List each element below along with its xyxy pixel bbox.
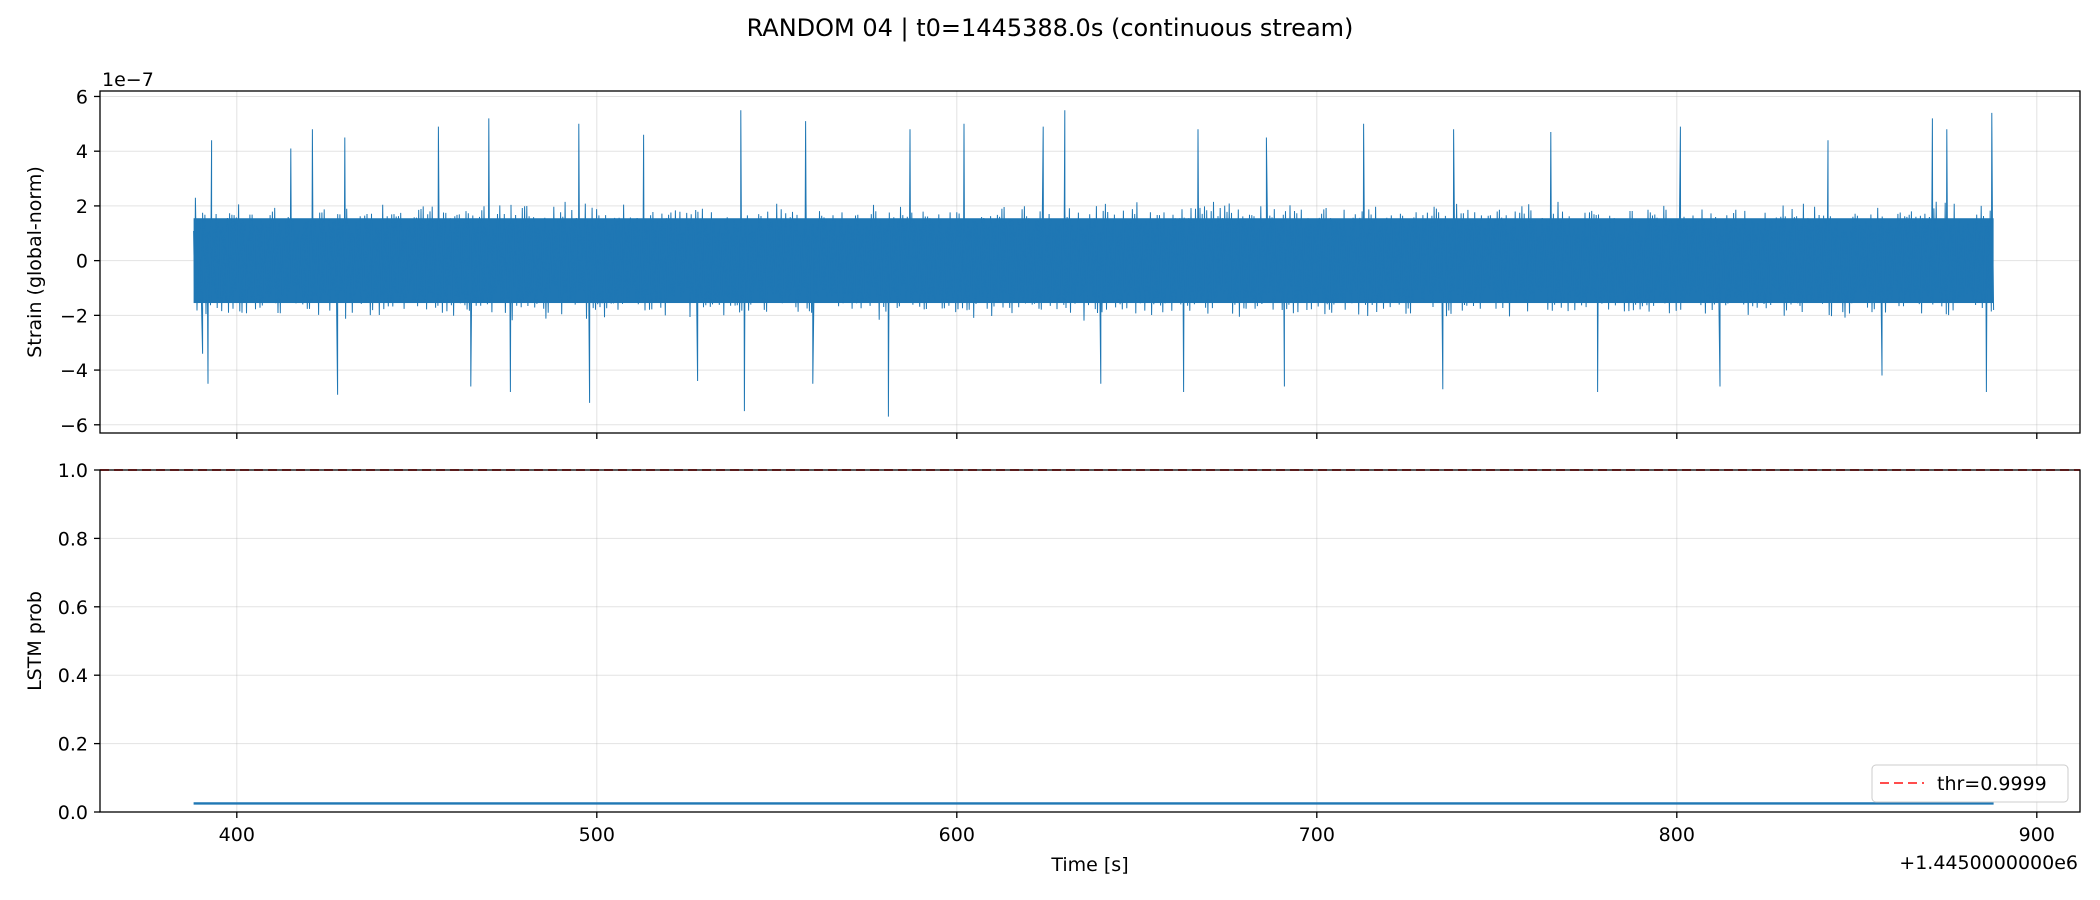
strain-y-tick-label: −6 bbox=[60, 415, 88, 437]
x-tick-label: 500 bbox=[579, 824, 615, 846]
strain-y-tick-label: 0 bbox=[76, 251, 88, 273]
x-tick-label: 600 bbox=[939, 824, 975, 846]
strain-panel: −6 −4 −2 0 2 4 6 1e−7 Strain (global-norm) bbox=[24, 69, 2081, 439]
strain-signal bbox=[193, 110, 1995, 417]
legend: thr=0.9999 bbox=[1871, 764, 2069, 803]
legend-box bbox=[1871, 764, 2069, 803]
chart-title: RANDOM 04 | t0=1445388.0s (continuous st… bbox=[747, 14, 1354, 42]
strain-axes-frame bbox=[99, 90, 2081, 434]
probability-axes-frame bbox=[99, 469, 2081, 813]
probability-y-ticks: 0.0 0.2 0.4 0.6 0.8 1.0 bbox=[58, 460, 100, 824]
strain-y-axis-label: Strain (global-norm) bbox=[24, 166, 46, 358]
probability-y-tick-label: 0.0 bbox=[58, 802, 88, 824]
strain-y-ticks: −6 −4 −2 0 2 4 6 bbox=[60, 86, 100, 437]
probability-y-tick-label: 0.4 bbox=[58, 665, 88, 687]
probability-y-tick-label: 0.6 bbox=[58, 597, 88, 619]
x-offset-label: +1.4450000000e6 bbox=[1899, 852, 2078, 874]
probability-y-axis-label: LSTM prob bbox=[24, 591, 46, 691]
probability-x-ticks: 400 500 600 700 800 900 bbox=[219, 812, 2055, 846]
probability-y-tick-label: 0.2 bbox=[58, 734, 88, 756]
probability-y-tick-label: 1.0 bbox=[58, 460, 88, 482]
x-tick-label: 700 bbox=[1299, 824, 1335, 846]
legend-threshold-label: thr=0.9999 bbox=[1937, 773, 2047, 795]
strain-y-tick-label: −4 bbox=[60, 360, 88, 382]
strain-y-scale-label: 1e−7 bbox=[102, 69, 154, 91]
probability-grid bbox=[100, 469, 2080, 813]
x-axis-label: Time [s] bbox=[1050, 854, 1128, 876]
strain-y-tick-label: 4 bbox=[76, 141, 88, 163]
x-tick-label: 900 bbox=[2019, 824, 2055, 846]
probability-panel: 0.0 0.2 0.4 0.6 0.8 1.0 400 500 600 700 800 900 Ti… bbox=[24, 460, 2081, 876]
probability-y-tick-label: 0.8 bbox=[58, 528, 88, 550]
strain-y-tick-label: 6 bbox=[76, 86, 88, 108]
strain-x-ticks bbox=[236, 433, 2038, 439]
x-tick-label: 400 bbox=[219, 824, 255, 846]
strain-y-tick-label: −2 bbox=[60, 305, 88, 327]
strain-y-tick-label: 2 bbox=[76, 196, 88, 218]
strain-signal-trace bbox=[193, 110, 1995, 417]
x-tick-label: 800 bbox=[1659, 824, 1695, 846]
